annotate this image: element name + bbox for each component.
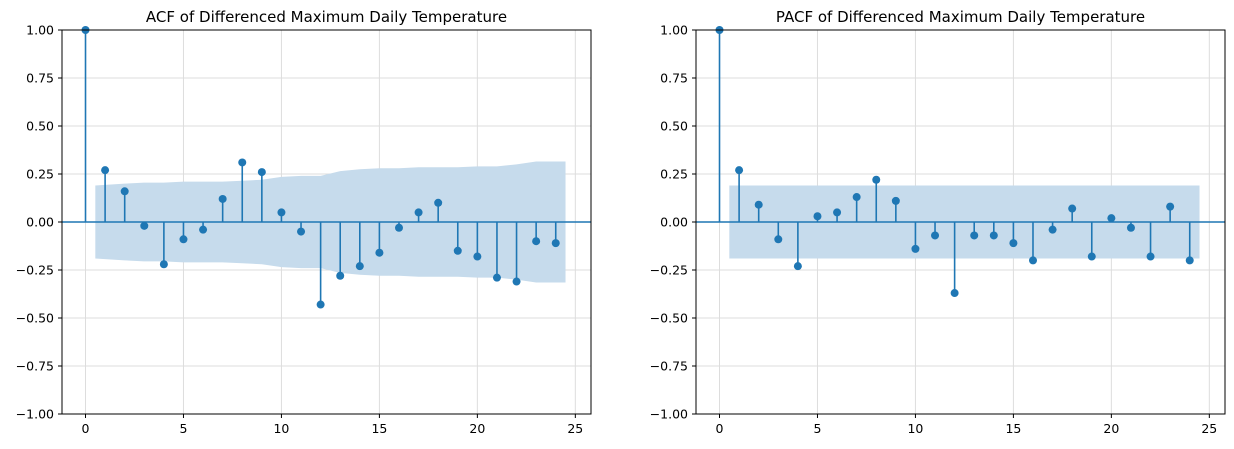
pacf-ytick-label: −1.00 <box>650 407 688 422</box>
pacf-title: PACF of Differenced Maximum Daily Temper… <box>776 8 1145 26</box>
pacf-ytick-label: 0.25 <box>660 167 688 182</box>
pacf-point <box>911 244 920 253</box>
acf-point <box>434 198 443 207</box>
acf-point <box>551 239 560 248</box>
pacf-ytick-label: −0.75 <box>650 359 688 374</box>
pacf-point <box>1166 202 1175 211</box>
acf-ytick-label: −1.00 <box>16 407 54 422</box>
acf-xtick-label: 25 <box>567 421 583 436</box>
pacf-point <box>950 289 959 298</box>
acf-point <box>257 168 266 177</box>
pacf-ytick-label: 1.00 <box>660 23 688 38</box>
pacf-xtick-label: 15 <box>1005 421 1021 436</box>
pacf-point <box>1146 252 1155 261</box>
acf-ytick-label: 1.00 <box>26 23 54 38</box>
acf-point <box>355 262 364 271</box>
acf-point <box>297 227 306 236</box>
acf-point <box>414 208 423 217</box>
acf-point <box>277 208 286 217</box>
pacf-ytick-label: 0.75 <box>660 71 688 86</box>
pacf-point <box>891 196 900 205</box>
acf-point <box>336 271 345 280</box>
pacf-point <box>793 262 802 271</box>
acf-point <box>218 194 227 203</box>
pacf-point <box>1068 204 1077 213</box>
pacf-point <box>735 166 744 175</box>
acf-xtick-label: 0 <box>82 421 90 436</box>
acf-ytick-label: 0.25 <box>26 167 54 182</box>
pacf-point <box>1185 256 1194 265</box>
acf-ytick-label: −0.50 <box>16 311 54 326</box>
pacf-point <box>1028 256 1037 265</box>
pacf-panel: 0 5 10 15 20 25 −1.00 −0.75 −0.50 −0.25 0.00 0.25 0.… <box>650 8 1226 436</box>
pacf-xtick-label: 5 <box>813 421 821 436</box>
acf-xtick-label: 5 <box>179 421 187 436</box>
pacf-xtick-label: 0 <box>716 421 724 436</box>
acf-title: ACF of Differenced Maximum Daily Tempera… <box>146 8 507 26</box>
acf-point <box>179 235 188 244</box>
pacf-point <box>813 212 822 221</box>
pacf-point <box>970 231 979 240</box>
pacf-point <box>833 208 842 217</box>
acf-xtick-label: 20 <box>469 421 485 436</box>
acf-panel: 0 5 10 15 20 25 −1.00 −0.75 −0.50 −0.25 0.00 0.25 0.… <box>16 8 592 436</box>
pacf-point <box>1126 223 1135 232</box>
acf-xtick-label: 10 <box>273 421 289 436</box>
acf-xtick-label: 15 <box>371 421 387 436</box>
acf-point <box>532 237 541 246</box>
pacf-ytick-label: −0.25 <box>650 263 688 278</box>
pacf-point <box>872 175 881 184</box>
pacf-point <box>754 200 763 209</box>
acf-point <box>394 223 403 232</box>
pacf-xtick-label: 10 <box>907 421 923 436</box>
acf-point <box>199 225 208 234</box>
pacf-point <box>931 231 940 240</box>
pacf-point <box>1009 239 1018 248</box>
acf-point <box>120 187 129 196</box>
pacf-point <box>1107 214 1116 223</box>
acf-point <box>492 273 501 282</box>
pacf-ytick-label: 0.00 <box>660 215 688 230</box>
pacf-point <box>774 235 783 244</box>
pacf-xtick-label: 25 <box>1201 421 1217 436</box>
pacf-xtick-label: 20 <box>1103 421 1119 436</box>
acf-point <box>140 221 149 230</box>
acf-point <box>316 300 325 309</box>
pacf-point <box>1087 252 1096 261</box>
acf-point <box>375 248 384 257</box>
pacf-point <box>1048 225 1057 234</box>
pacf-ytick-label: 0.50 <box>660 119 688 134</box>
acf-ytick-label: 0.00 <box>26 215 54 230</box>
acf-point <box>238 158 247 167</box>
acf-ytick-label: 0.75 <box>26 71 54 86</box>
pacf-ytick-label: −0.50 <box>650 311 688 326</box>
acf-point <box>473 252 482 261</box>
acf-ytick-label: −0.25 <box>16 263 54 278</box>
acf-ytick-label: 0.50 <box>26 119 54 134</box>
acf-point <box>453 246 462 255</box>
acf-point <box>512 277 521 286</box>
acf-point <box>101 166 110 175</box>
acf-ytick-label: −0.75 <box>16 359 54 374</box>
pacf-point <box>989 231 998 240</box>
acf-point <box>159 260 168 269</box>
pacf-point <box>852 193 861 202</box>
